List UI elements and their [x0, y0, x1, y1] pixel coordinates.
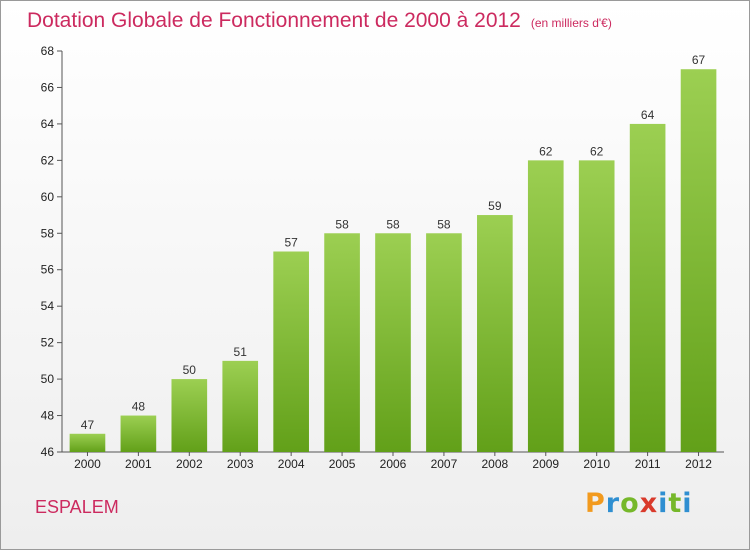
bar-value-label: 67: [692, 53, 706, 67]
y-tick-label: 62: [41, 153, 55, 167]
x-tick-label: 2000: [74, 457, 101, 471]
y-tick-label: 58: [41, 226, 55, 240]
y-tick-label: 46: [41, 445, 55, 459]
logo-letter: r: [605, 488, 621, 519]
logo-letter: t: [668, 488, 683, 519]
bar-value-label: 48: [132, 400, 146, 414]
x-tick-label: 2002: [176, 457, 203, 471]
chart-unit: (en milliers d'€): [530, 16, 612, 30]
bar: [426, 233, 462, 452]
y-tick-label: 50: [41, 372, 55, 386]
chart-title: Dotation Globale de Fonctionnement de 20…: [27, 9, 612, 33]
bar-value-label: 47: [81, 418, 95, 432]
bar: [120, 415, 157, 452]
y-tick-label: 54: [41, 299, 55, 313]
y-tick-label: 66: [41, 80, 55, 94]
commune-name: ESPALEM: [35, 497, 119, 517]
x-tick-label: 2008: [481, 457, 508, 471]
bar-value-label: 58: [386, 217, 400, 231]
x-tick-label: 2012: [685, 457, 712, 471]
y-tick-label: 56: [41, 263, 55, 277]
y-tick-label: 68: [41, 44, 55, 58]
bar: [222, 360, 259, 452]
bar: [171, 379, 208, 452]
bar: [375, 233, 411, 452]
bar-value-label: 51: [234, 345, 248, 359]
logo-letter: P: [585, 488, 606, 519]
bar: [477, 215, 513, 452]
x-tick-label: 2011: [635, 457, 661, 471]
bar: [69, 433, 106, 452]
bar-value-label: 50: [183, 363, 197, 377]
bar: [680, 69, 717, 453]
bar-value-label: 57: [284, 236, 298, 250]
proxiti-logo: Proxiti: [585, 488, 693, 519]
x-tick-label: 2007: [431, 457, 458, 471]
bar: [324, 233, 360, 452]
x-tick-label: 2009: [532, 457, 559, 471]
bar-value-label: 59: [488, 199, 502, 213]
logo-letter: x: [639, 488, 659, 519]
y-tick-label: 64: [41, 117, 55, 131]
bar-value-label: 58: [335, 217, 349, 231]
chart-title-text: Dotation Globale de Fonctionnement de 20…: [27, 9, 521, 32]
bar: [527, 160, 564, 452]
y-tick-label: 60: [41, 190, 55, 204]
x-tick-label: 2001: [125, 457, 152, 471]
x-tick-label: 2010: [583, 457, 610, 471]
logo-letter: o: [620, 488, 640, 519]
x-tick-label: 2004: [278, 457, 305, 471]
bar-value-label: 64: [641, 108, 655, 122]
x-tick-label: 2006: [380, 457, 407, 471]
y-tick-label: 48: [41, 409, 55, 423]
bar-value-label: 62: [590, 144, 604, 158]
y-tick-label: 52: [41, 336, 55, 350]
bar: [273, 251, 309, 452]
bar-value-label: 62: [539, 144, 553, 158]
bar-value-label: 58: [437, 217, 451, 231]
x-tick-label: 2005: [329, 457, 356, 471]
bar: [578, 160, 615, 452]
logo-letter: i: [658, 488, 669, 519]
x-tick-label: 2003: [227, 457, 254, 471]
logo-letter: i: [682, 488, 693, 519]
bar: [629, 123, 666, 452]
